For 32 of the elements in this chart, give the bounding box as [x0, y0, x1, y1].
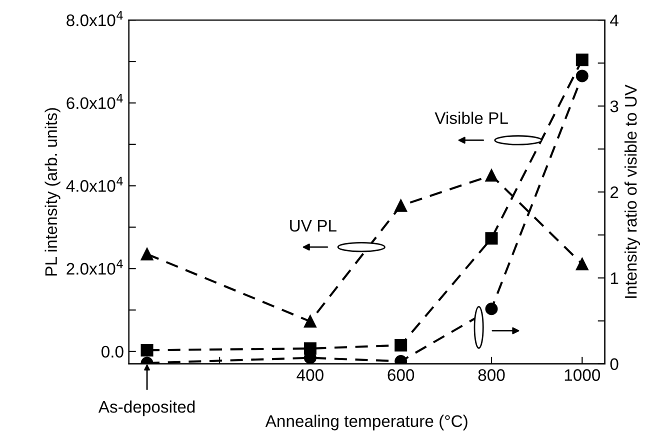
point — [394, 199, 408, 212]
y2-tick-label: 3 — [610, 100, 618, 112]
point — [485, 169, 498, 182]
y2-tick-label: 1 — [610, 272, 618, 284]
text: UV PL — [290, 220, 336, 232]
point — [576, 258, 588, 270]
x-tick-label: 400 — [296, 369, 324, 381]
point — [304, 342, 316, 355]
y2-tick-label: 0 — [610, 358, 618, 370]
y2-tick-label: 2 — [610, 186, 618, 198]
y-tick-label: 2.0x10$^{4}$ — [66, 260, 123, 275]
x-tick-label: 1000 — [564, 369, 600, 381]
y-tick-label: 0.0 — [102, 346, 124, 358]
y-tick-label: 6.0x10$^{4}$ — [66, 94, 123, 110]
x-tick-label: 800 — [478, 369, 505, 381]
y-tick-label: 4.0x10$^{4}$ — [66, 176, 123, 192]
point — [576, 54, 588, 66]
x-axis-title: Annealing temperature (°C) — [265, 414, 468, 430]
annotation: As-deposited — [98, 400, 195, 416]
text: Visible PL — [434, 112, 508, 124]
point — [485, 232, 498, 245]
y-axis-title: PL intensity (arb. units) — [44, 108, 60, 276]
x-tick-label: 600 — [388, 369, 414, 381]
point — [576, 70, 588, 82]
y-tick-label: 8.0x10$^{4}$ — [66, 11, 123, 26]
point — [140, 344, 154, 356]
point — [394, 338, 408, 352]
y2-axis-title: Intensity ratio of visible to UV — [624, 84, 640, 298]
point — [485, 302, 498, 316]
point — [304, 315, 316, 328]
point — [140, 248, 154, 260]
y2-tick-label: 4 — [610, 14, 618, 26]
